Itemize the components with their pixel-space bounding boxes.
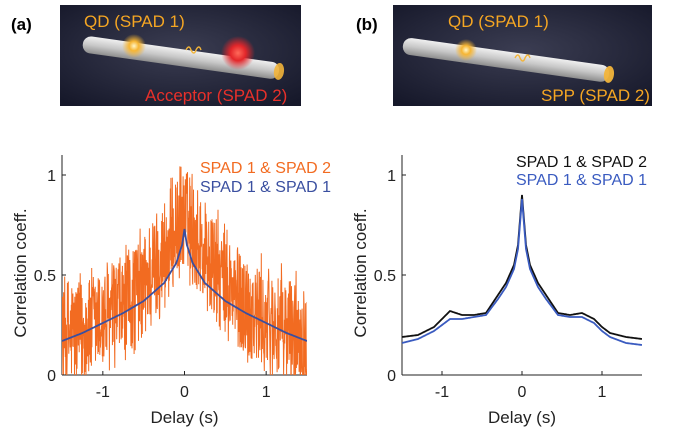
chart-b: -1 0 1 0 0.5 1 Delay (s) Correlation coeff. SPAD… bbox=[351, 154, 647, 427]
illustration-a-label-top: QD (SPAD 1) bbox=[84, 12, 185, 31]
quantum-dot-b bbox=[455, 39, 477, 61]
y-axis-label: Correlation coeff. bbox=[351, 208, 370, 337]
y-axis-label: Correlation coeff. bbox=[11, 208, 30, 337]
x-tick-label: 1 bbox=[262, 384, 271, 401]
quantum-dot-a bbox=[122, 34, 146, 58]
legend-entry-1: SPAD 1 & SPAD 2 bbox=[200, 160, 331, 177]
chart-a: -1 0 1 0 0.5 1 Delay (s) Correlation coeff. SPAD… bbox=[11, 155, 331, 427]
x-tick-label: 0 bbox=[180, 384, 189, 401]
legend-entry-1: SPAD 1 & SPAD 2 bbox=[516, 154, 647, 171]
illustration-a-label-bottom: Acceptor (SPAD 2) bbox=[145, 86, 287, 105]
y-tick-label: 1 bbox=[387, 168, 396, 185]
nanowire-b bbox=[402, 38, 615, 83]
x-tick-label: -1 bbox=[435, 384, 449, 401]
panel-b-illustration: (b) QD (SPAD 1) SPP (SPAD 2) bbox=[356, 5, 652, 106]
panel-a-illustration: (a) QD (SPAD 1) Acceptor (SPAD 2) bbox=[11, 5, 301, 106]
legend-entry-2: SPAD 1 & SPAD 1 bbox=[200, 179, 331, 196]
x-tick-label: -1 bbox=[96, 384, 110, 401]
y-tick-label: 1 bbox=[47, 168, 56, 185]
x-axis-label: Delay (s) bbox=[150, 408, 218, 427]
acceptor-glow-a bbox=[221, 36, 255, 70]
emission-wave-a-icon bbox=[185, 46, 202, 54]
x-tick-label: 1 bbox=[598, 384, 607, 401]
y-tick-label: 0.5 bbox=[34, 268, 56, 285]
x-axis-label: Delay (s) bbox=[488, 408, 556, 427]
emission-wave-b-icon bbox=[514, 54, 531, 62]
panel-b-letter: (b) bbox=[356, 15, 378, 34]
x-tick-label: 0 bbox=[518, 384, 527, 401]
y-tick-label: 0 bbox=[47, 368, 56, 385]
series-line-2 bbox=[62, 228, 307, 342]
series-line-1 bbox=[62, 166, 307, 375]
y-tick-label: 0 bbox=[387, 368, 396, 385]
legend-entry-2: SPAD 1 & SPAD 1 bbox=[516, 172, 647, 189]
y-tick-label: 0.5 bbox=[374, 268, 396, 285]
series-line-2 bbox=[402, 198, 642, 346]
illustration-b-label-top: QD (SPAD 1) bbox=[448, 12, 549, 31]
series-line-1 bbox=[402, 194, 642, 340]
panel-a-letter: (a) bbox=[11, 15, 32, 34]
illustration-b-label-bottom: SPP (SPAD 2) bbox=[541, 86, 650, 105]
